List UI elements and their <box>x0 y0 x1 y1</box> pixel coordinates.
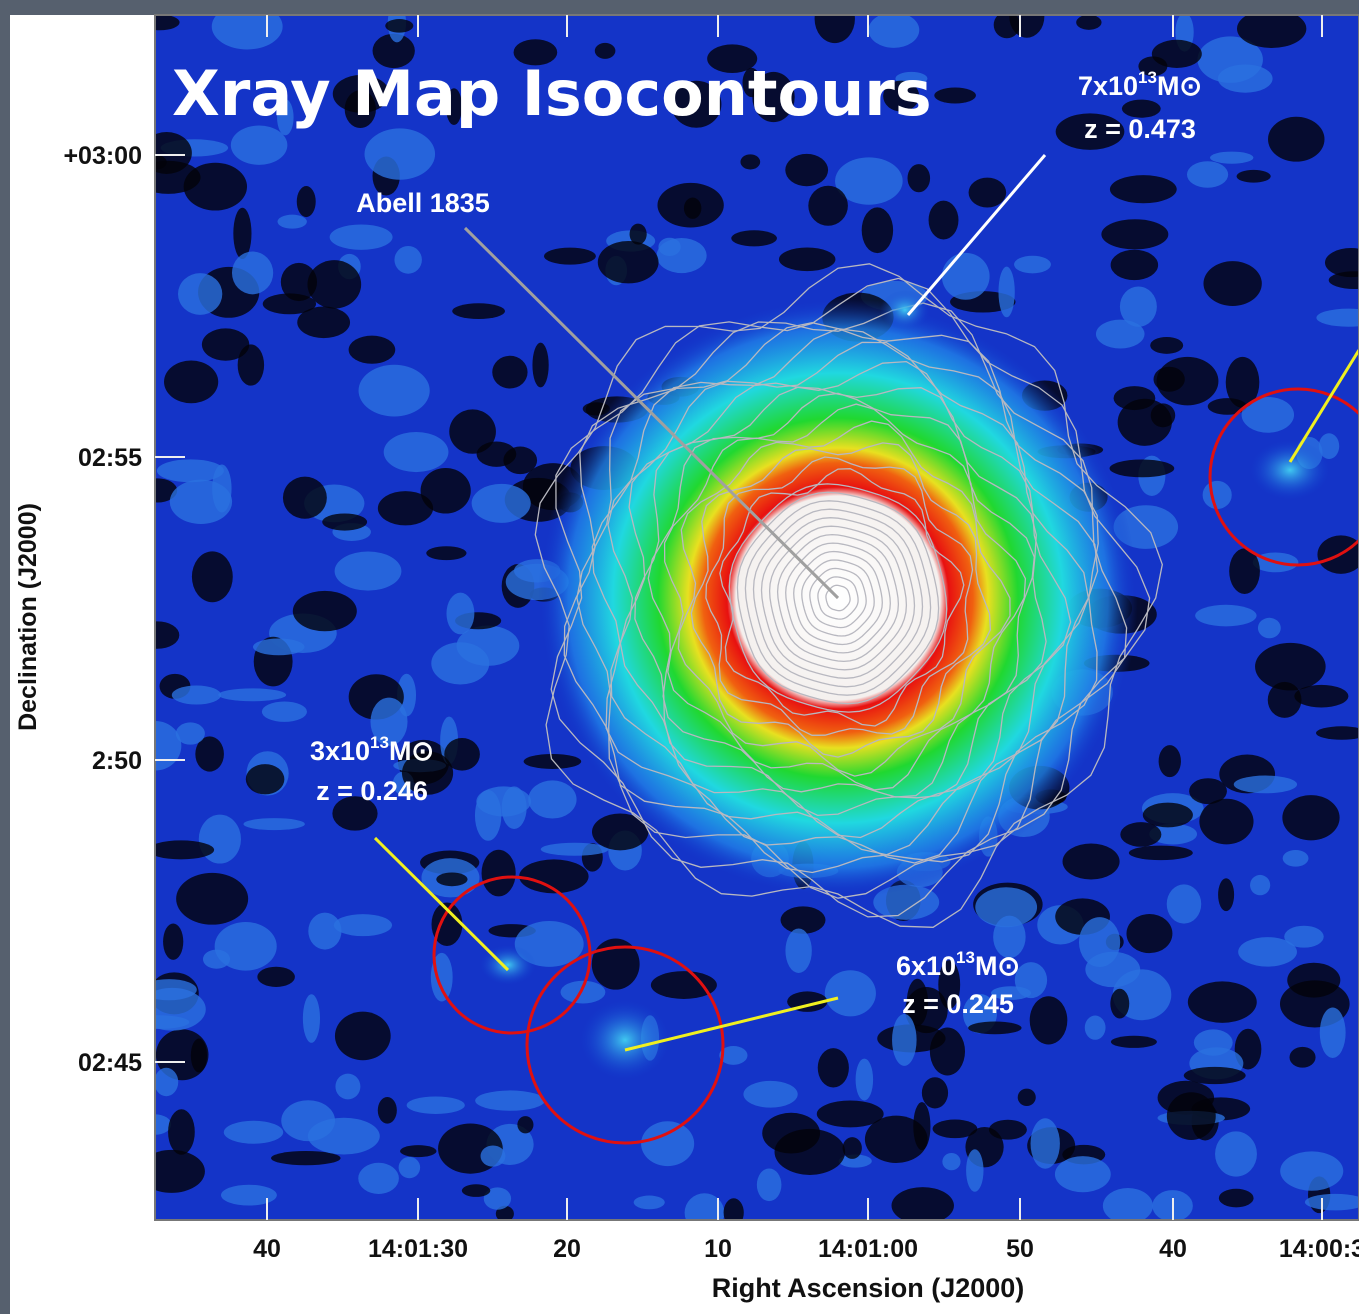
unit: M⊙ <box>975 951 1020 981</box>
x-tick-label: 14:01:00 <box>818 1235 918 1263</box>
x-tick-label: 50 <box>1006 1235 1034 1263</box>
x-axis-label: Right Ascension (J2000) <box>712 1273 1025 1303</box>
mass: 3x10 <box>310 736 370 766</box>
y-tick-label: 02:55 <box>78 444 142 472</box>
x-tick-label: 10 <box>704 1235 732 1263</box>
y-axis-label: Declination (J2000) <box>14 503 42 731</box>
y-tick-label: 02:45 <box>78 1049 142 1077</box>
redshift: z = 0.473 <box>1084 114 1196 144</box>
mass: 7x10 <box>1078 71 1138 101</box>
x-tick-label: 40 <box>1159 1235 1187 1263</box>
x-tick-label: 20 <box>553 1235 581 1263</box>
exponent: 13 <box>1138 68 1157 87</box>
mass: 6x10 <box>896 951 956 981</box>
cluster-label: Abell 1835 <box>356 188 490 218</box>
redshift: z = 0.245 <box>902 989 1014 1019</box>
unit: M⊙ <box>1157 71 1202 101</box>
y-tick-label: 2:50 <box>92 747 142 775</box>
x-tick-label: 14:00:3 <box>1279 1235 1359 1263</box>
exponent: 13 <box>370 733 389 752</box>
figure: Xray Map Isocontours Abell 1835 7x1013M⊙… <box>0 0 1359 1314</box>
y-tick-label: +03:00 <box>63 142 142 170</box>
x-tick-label: 14:01:30 <box>368 1235 468 1263</box>
xray-image: Xray Map Isocontours Abell 1835 7x1013M⊙… <box>125 0 1359 1232</box>
x-tick-label: 40 <box>253 1235 281 1263</box>
exponent: 13 <box>956 948 975 967</box>
title: Xray Map Isocontours <box>172 57 932 130</box>
redshift: z = 0.246 <box>316 776 428 806</box>
unit: M⊙ <box>389 736 434 766</box>
